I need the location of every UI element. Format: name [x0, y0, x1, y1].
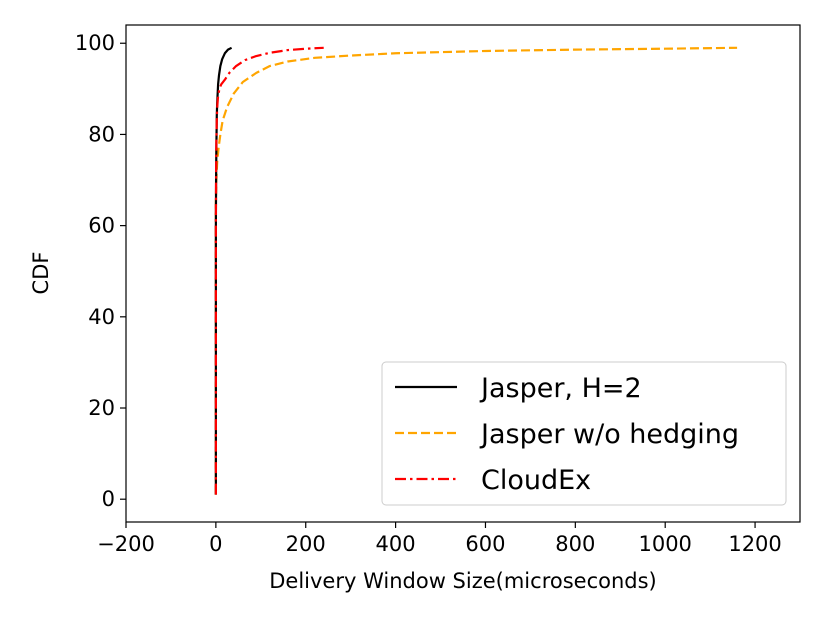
x-tick-label: 600 — [465, 532, 505, 556]
y-tick-label: 100 — [75, 31, 115, 55]
x-tick-label: 1200 — [728, 532, 781, 556]
x-tick-label: 800 — [555, 532, 595, 556]
series-layer — [214, 46, 738, 495]
y-tick-label: 0 — [102, 487, 115, 511]
y-tick-label: 60 — [88, 214, 115, 238]
x-axis-ticks: −200 0 200 400 600 800 1000 1200 — [97, 522, 782, 556]
legend: Jasper, H=2 Jasper w/o hedging CloudEx — [381, 361, 787, 506]
y-axis-ticks: 0 20 40 60 80 100 — [75, 31, 126, 511]
x-tick-label: 0 — [209, 532, 222, 556]
y-tick-label: 40 — [88, 305, 115, 329]
series-line-jasper-w-o-hedging — [214, 46, 738, 495]
y-tick-label: 80 — [88, 122, 115, 146]
x-tick-label: 1000 — [638, 532, 691, 556]
legend-box — [381, 361, 787, 506]
plot-frame — [125, 24, 801, 523]
x-tick-label: −200 — [97, 532, 155, 556]
legend-label: Jasper w/o hedging — [479, 419, 739, 450]
x-tick-label: 200 — [286, 532, 326, 556]
y-tick-label: 20 — [88, 396, 115, 420]
y-axis-label: CDF — [29, 252, 53, 295]
x-tick-label: 400 — [376, 532, 416, 556]
legend-label: CloudEx — [481, 465, 591, 496]
x-axis-label: Delivery Window Size(microseconds) — [269, 569, 657, 593]
series-line-cloudex — [214, 46, 324, 495]
legend-label: Jasper, H=2 — [479, 373, 642, 404]
